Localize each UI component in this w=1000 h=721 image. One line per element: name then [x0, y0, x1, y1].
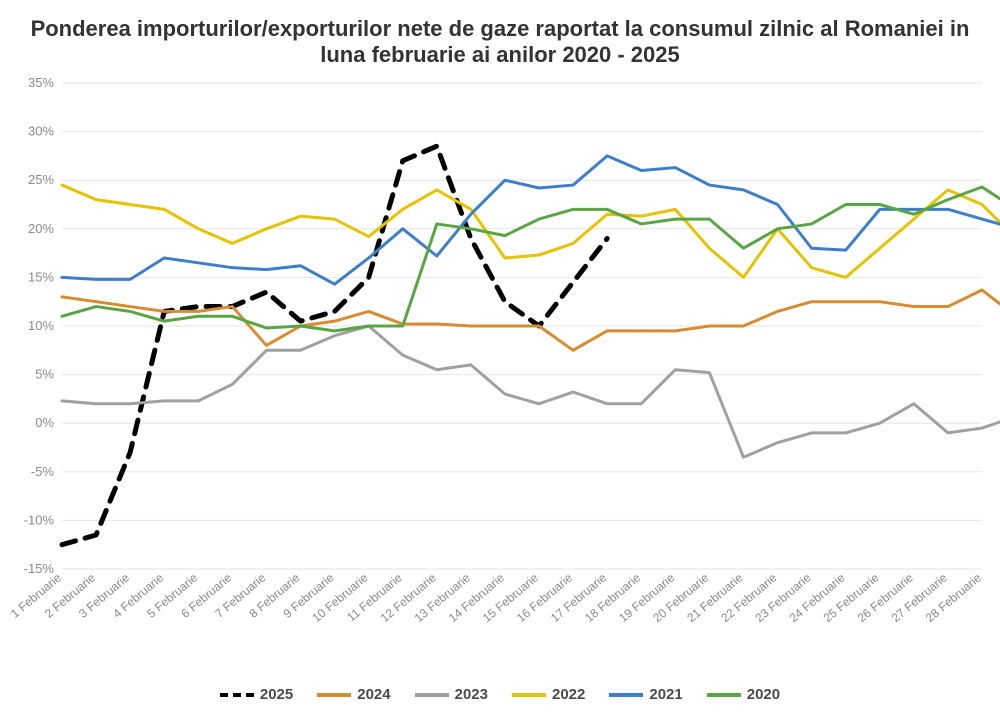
legend-item-2021: 2021 — [609, 686, 682, 703]
chart-svg: -15%-10%-5%0%5%10%15%20%25%30%35%1 Febru… — [0, 73, 1000, 665]
chart-title: Ponderea importurilor/exporturilor nete … — [0, 0, 1000, 73]
y-tick-label: -5% — [31, 464, 55, 479]
y-tick-label: 25% — [28, 172, 54, 187]
series-2023 — [62, 326, 1000, 457]
y-tick-label: 15% — [28, 269, 54, 284]
chart-container: Ponderea importurilor/exporturilor nete … — [0, 0, 1000, 721]
legend-label: 2025 — [260, 686, 293, 703]
legend-label: 2024 — [357, 686, 390, 703]
y-tick-label: 35% — [28, 75, 54, 90]
legend-item-2025: 2025 — [220, 686, 293, 703]
legend-label: 2020 — [747, 686, 780, 703]
legend-item-2020: 2020 — [707, 686, 780, 703]
y-tick-label: -10% — [24, 512, 55, 527]
y-tick-label: 10% — [28, 318, 54, 333]
legend-swatch — [609, 693, 643, 697]
legend-item-2024: 2024 — [317, 686, 390, 703]
legend-swatch — [707, 693, 741, 697]
y-tick-label: 0% — [35, 415, 54, 430]
legend-swatch — [415, 693, 449, 697]
y-tick-label: 20% — [28, 221, 54, 236]
legend-label: 2023 — [455, 686, 488, 703]
plot-area: -15%-10%-5%0%5%10%15%20%25%30%35%1 Febru… — [0, 73, 1000, 678]
legend-label: 2021 — [649, 686, 682, 703]
legend: 2025 2024 2023 2022 2021 2020 — [0, 678, 1000, 721]
y-tick-label: 30% — [28, 123, 54, 138]
legend-item-2023: 2023 — [415, 686, 488, 703]
y-tick-label: 5% — [35, 366, 54, 381]
legend-swatch — [220, 693, 254, 697]
legend-item-2022: 2022 — [512, 686, 585, 703]
legend-swatch — [512, 693, 546, 697]
legend-swatch — [317, 693, 351, 697]
legend-label: 2022 — [552, 686, 585, 703]
